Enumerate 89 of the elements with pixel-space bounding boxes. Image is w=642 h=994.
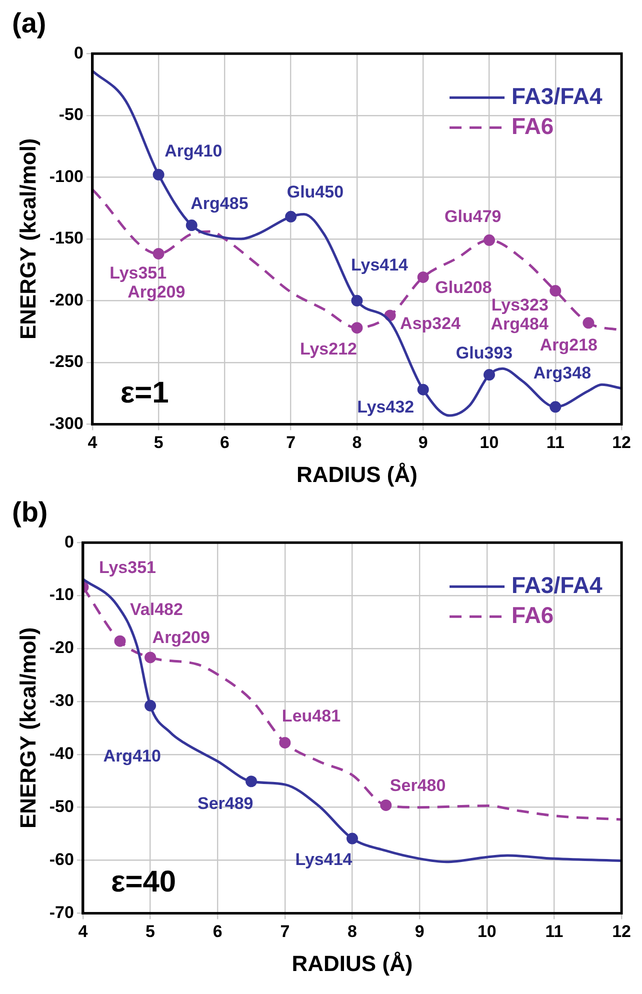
y-tick-label: -10	[49, 585, 74, 604]
x-tick-label: 8	[348, 922, 357, 942]
y-tick-label: -100	[49, 166, 84, 186]
annotation: Arg485	[190, 194, 248, 213]
legend-label: FA3/FA4	[512, 82, 603, 109]
point	[152, 168, 164, 180]
point	[380, 799, 392, 811]
y-tick-label: -50	[49, 797, 74, 816]
y-tick-label: -250	[49, 352, 84, 372]
annotation: Arg209	[128, 282, 186, 302]
annotation: Glu450	[286, 182, 344, 202]
point	[246, 776, 258, 788]
x-tick-label: 12	[612, 922, 632, 942]
annotation: Lys432	[357, 397, 414, 416]
x-tick-label: 5	[146, 922, 156, 942]
legend-label: FA6	[512, 112, 554, 139]
y-axis-title: ENERGY (kcal/mol)	[15, 627, 40, 829]
point	[484, 234, 496, 246]
x-tick-label: 5	[154, 433, 164, 452]
y-tick-label: -20	[49, 638, 74, 658]
x-tick-label: 12	[612, 433, 632, 452]
x-tick-label: 4	[88, 433, 98, 452]
annotation: Lys414	[350, 255, 409, 274]
y-tick-label: -50	[58, 105, 84, 124]
point	[285, 210, 297, 222]
point	[279, 736, 291, 748]
y-tick-label: 0	[64, 532, 74, 552]
point	[417, 271, 429, 283]
annotation: Glu479	[444, 206, 502, 226]
x-axis-title: RADIUS (Å)	[296, 462, 418, 487]
point	[550, 285, 562, 297]
point	[346, 832, 358, 844]
x-tick-label: 7	[286, 433, 296, 452]
point	[114, 635, 126, 647]
y-tick-label: -150	[49, 228, 84, 248]
point	[484, 369, 496, 381]
annotation: Lys323	[491, 295, 548, 314]
point	[351, 322, 363, 334]
point	[417, 384, 429, 396]
y-tick-label: -60	[49, 850, 74, 869]
annotation: Lys414	[295, 850, 353, 870]
annotation: ε=40	[110, 865, 176, 898]
annotation: Arg209	[152, 628, 210, 648]
x-tick-label: 10	[480, 433, 499, 452]
annotation: Ser480	[390, 776, 446, 795]
annotation: ε=1	[120, 376, 169, 410]
annotation: Arg348	[533, 364, 592, 383]
annotation: Asp324	[400, 314, 462, 334]
y-tick-label: -300	[49, 414, 84, 433]
x-tick-label: 11	[546, 433, 564, 452]
y-tick-label: -30	[49, 691, 74, 710]
annotation: Glu393	[456, 343, 513, 362]
point	[186, 220, 198, 232]
annotation: Glu208	[435, 278, 492, 297]
y-tick-label: -40	[49, 744, 74, 764]
x-tick-label: 7	[280, 922, 290, 942]
x-tick-label: 4	[78, 922, 88, 942]
annotation: Arg410	[103, 746, 161, 766]
y-axis-title: ENERGY (kcal/mol)	[15, 138, 40, 340]
x-axis-title: RADIUS (Å)	[292, 950, 413, 976]
x-tick-label: 9	[414, 922, 424, 942]
chart-title: (b)	[12, 496, 48, 528]
point	[144, 700, 156, 712]
point	[351, 294, 363, 306]
y-tick-label: 0	[74, 43, 84, 62]
legend-label: FA6	[512, 602, 554, 628]
y-tick-label: -70	[49, 902, 74, 922]
annotation: Leu481	[282, 706, 341, 726]
point	[144, 652, 156, 664]
annotation: Arg484	[490, 314, 549, 334]
x-tick-label: 6	[220, 433, 230, 452]
point	[550, 401, 562, 413]
annotation: Arg410	[164, 141, 222, 160]
point	[582, 317, 594, 329]
point	[152, 248, 164, 260]
annotation: Lys351	[98, 558, 156, 577]
annotation: Val482	[130, 600, 183, 619]
x-tick-label: 8	[352, 433, 362, 452]
x-tick-label: 10	[477, 922, 496, 942]
chart-title: (a)	[12, 8, 46, 39]
annotation: Ser489	[197, 794, 254, 814]
y-tick-label: -200	[49, 290, 84, 310]
x-tick-label: 11	[545, 922, 564, 942]
annotation: Lys351	[110, 263, 167, 282]
annotation: Lys212	[300, 340, 357, 359]
annotation: Arg218	[540, 336, 598, 355]
x-tick-label: 6	[212, 922, 222, 942]
legend-label: FA3/FA4	[512, 572, 603, 598]
x-tick-label: 9	[418, 433, 428, 452]
